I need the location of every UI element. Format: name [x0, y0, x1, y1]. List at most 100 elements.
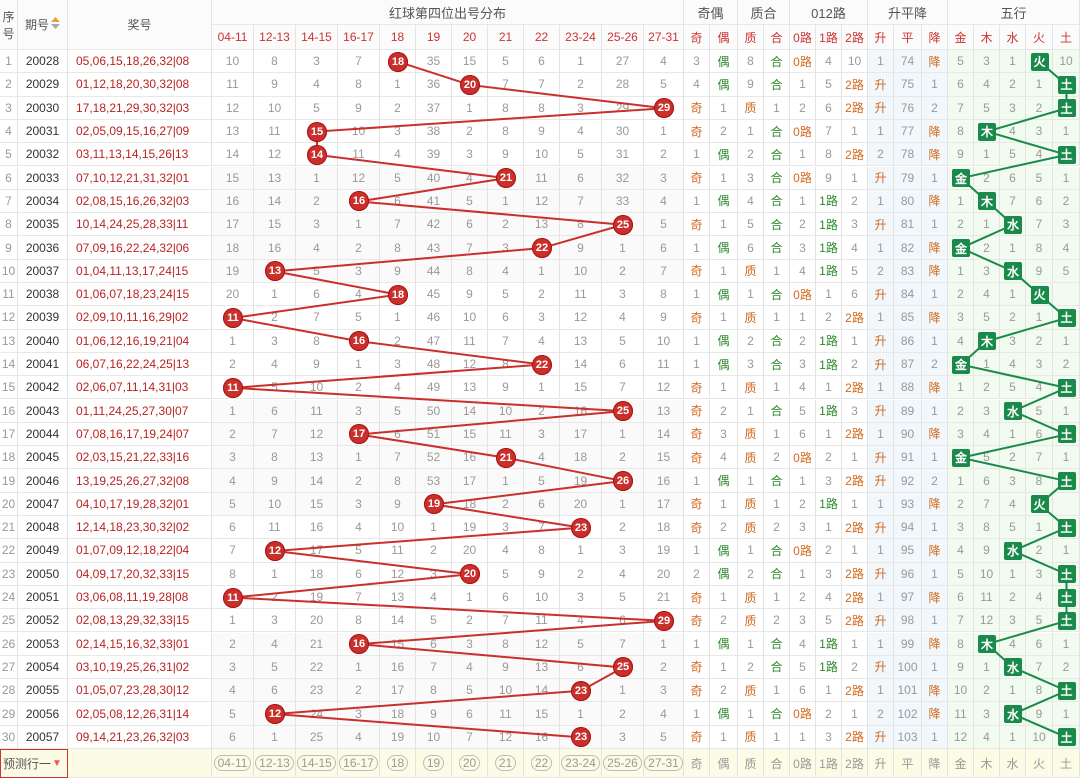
wuxing-miss-cell: 3	[1026, 352, 1053, 377]
zone-miss-cell: 2	[602, 516, 644, 540]
comp-cell: 合	[764, 50, 790, 74]
zone-miss-cell: 5	[560, 632, 602, 656]
sort-icon[interactable]	[51, 17, 60, 32]
prediction-option[interactable]: 奇	[684, 749, 710, 778]
trend-cell: 升	[868, 213, 894, 237]
wuxing-miss-cell: 2	[974, 376, 1000, 400]
zone-miss-cell: 12	[524, 632, 560, 656]
zone-miss-cell: 33	[602, 189, 644, 214]
prediction-zone-button[interactable]: 27-31	[644, 749, 684, 778]
prediction-zone-button[interactable]: 20	[452, 749, 488, 778]
trend-cell: 降	[922, 236, 948, 260]
zone-miss-cell: 4	[452, 655, 488, 680]
zone-miss-cell: 8	[338, 609, 380, 633]
zone-miss-cell: 7	[488, 329, 524, 353]
route-cell: 2路	[842, 143, 868, 167]
zone-header-4: 18	[380, 25, 416, 50]
trend-cell: 101	[894, 679, 922, 703]
route-cell: 1	[842, 702, 868, 726]
prediction-option[interactable]: 质	[738, 749, 764, 778]
zone-miss-cell: 5	[488, 283, 524, 307]
prediction-option[interactable]: 火	[1026, 749, 1053, 778]
zone-miss-cell: 2	[338, 236, 380, 260]
comp-cell: 合	[764, 562, 790, 586]
wuxing-marker: 火	[1030, 495, 1049, 514]
zone-miss-cell: 1	[602, 679, 644, 703]
period-header[interactable]: 期号	[18, 0, 68, 50]
prediction-zone-button[interactable]: 16-17	[338, 749, 380, 778]
even-cell: 偶	[710, 352, 738, 377]
zone-miss-cell: 11	[254, 516, 296, 540]
wuxing-miss-cell: 4	[974, 725, 1000, 749]
prediction-label[interactable]: 预测行一 ▼	[0, 749, 68, 778]
draw-ball: 16	[349, 191, 369, 212]
zone-miss-cell	[560, 516, 602, 540]
zone-miss-cell: 8	[338, 73, 380, 97]
wuxing-miss-cell: 6	[948, 585, 974, 610]
zone-header-5: 19	[416, 25, 452, 50]
prediction-zone-button[interactable]: 25-26	[602, 749, 644, 778]
prediction-zone-button[interactable]: 04-11	[212, 749, 254, 778]
even-cell: 偶	[710, 329, 738, 353]
prediction-option[interactable]: 0路	[790, 749, 816, 778]
prediction-option[interactable]: 木	[974, 749, 1000, 778]
prediction-zone-label: 23-24	[561, 755, 600, 771]
trend-cell: 90	[894, 422, 922, 447]
wuxing-marker: 火	[1030, 52, 1049, 71]
zone-miss-cell: 13	[212, 119, 254, 144]
zone-miss-cell: 8	[488, 119, 524, 144]
prediction-zone-button[interactable]: 23-24	[560, 749, 602, 778]
prediction-option[interactable]: 偶	[710, 749, 738, 778]
zone-miss-cell: 5	[380, 399, 416, 423]
trend-cell: 降	[922, 702, 948, 726]
prediction-option[interactable]: 2路	[842, 749, 868, 778]
draw-ball: 11	[223, 307, 243, 328]
row-seq: 24	[0, 585, 18, 610]
comp-cell: 1	[764, 306, 790, 330]
zone-miss-cell: 1	[644, 119, 684, 144]
route-cell: 1	[816, 679, 842, 703]
trend-cell: 93	[894, 492, 922, 516]
prediction-zone-label: 16-17	[339, 755, 378, 771]
zone-miss-cell: 2	[452, 119, 488, 144]
wuxing-miss-cell: 8	[974, 516, 1000, 540]
comp-cell: 1	[764, 376, 790, 400]
prediction-option[interactable]: 土	[1053, 749, 1080, 778]
zone-miss-cell: 1	[602, 422, 644, 447]
zone-miss-cell: 13	[380, 585, 416, 610]
zone-miss-cell: 2	[602, 259, 644, 283]
zone-miss-cell: 15	[524, 702, 560, 726]
prime-cell: 质	[738, 609, 764, 633]
zone-miss-cell: 7	[524, 516, 560, 540]
prediction-zone-button[interactable]: 21	[488, 749, 524, 778]
prediction-zone-button[interactable]: 14-15	[296, 749, 338, 778]
draw-ball: 13	[265, 261, 285, 282]
wuxing-marker: 水	[1004, 215, 1022, 234]
zone-miss-cell: 19	[296, 585, 338, 610]
even-cell: 偶	[710, 189, 738, 214]
zone-miss-cell: 11	[338, 143, 380, 167]
prediction-option[interactable]: 水	[1000, 749, 1026, 778]
draw-ball: 12	[265, 704, 285, 725]
chevron-down-icon[interactable]: ▼	[52, 758, 62, 769]
odd-cell: 奇	[684, 399, 710, 423]
draw-ball: 29	[654, 610, 674, 631]
row-seq: 26	[0, 632, 18, 656]
prime-cell: 6	[738, 236, 764, 260]
draw-ball: 19	[424, 494, 444, 515]
prediction-zone-button[interactable]: 19	[416, 749, 452, 778]
wuxing-miss-cell: 3	[1026, 119, 1053, 144]
route-header: 012路	[790, 0, 868, 25]
seq-header-label-2: 号	[2, 26, 15, 41]
row-seq: 21	[0, 516, 18, 540]
trend-cell: 96	[894, 562, 922, 586]
wuxing-miss-cell: 2	[948, 283, 974, 307]
even-cell: 偶	[710, 143, 738, 167]
wuxing-miss-cell: 2	[948, 213, 974, 237]
prime-cell: 质	[738, 376, 764, 400]
route-cell: 5	[842, 259, 868, 283]
row-period: 20041	[18, 352, 68, 377]
zone-miss-cell: 2	[644, 143, 684, 167]
zone-miss-cell: 11	[488, 702, 524, 726]
trend-cell: 1	[868, 492, 894, 516]
